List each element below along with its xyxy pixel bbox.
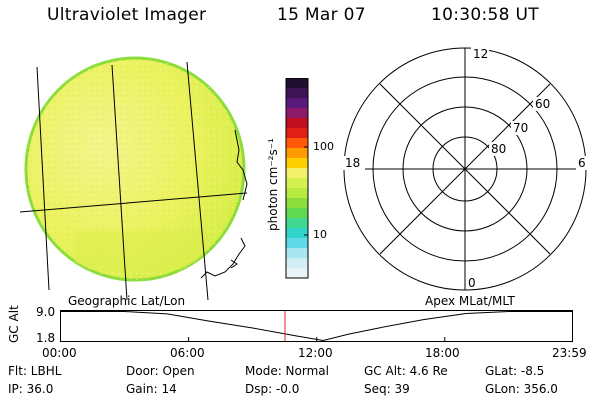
glon-status: GLon: 356.0	[485, 382, 558, 396]
colorbar-swatch	[286, 78, 308, 89]
colorbar-swatch	[286, 258, 308, 269]
colorbar-unit-label: photon cm⁻²s⁻¹	[266, 138, 280, 231]
colorbar-swatch	[286, 118, 308, 129]
glat-status: GLat: -8.5	[485, 364, 545, 378]
timeline-xtick-0000: 00:00	[42, 346, 77, 360]
seq-status: Seq: 39	[364, 382, 410, 396]
colorbar-swatch	[286, 148, 308, 159]
mlt-label-12: 12	[473, 47, 488, 61]
mode-status: Mode: Normal	[245, 364, 329, 378]
color-scale-bar	[285, 78, 309, 279]
colorbar-swatch	[286, 88, 308, 99]
door-status: Door: Open	[126, 364, 195, 378]
geographic-image	[19, 56, 248, 300]
timeline-xtick-0600: 06:00	[170, 346, 205, 360]
filter-status: Flt: LBHL	[8, 364, 62, 378]
colorbar-swatch	[286, 178, 308, 189]
timeline-axis-title: GC Alt	[7, 305, 21, 343]
geographic-panel-label: Geographic Lat/Lon	[68, 294, 186, 308]
altitude-timeline-plot	[60, 310, 573, 342]
altitude-series-line	[60, 311, 573, 342]
instrument-title: Ultraviolet Imager	[47, 5, 207, 25]
timeline-ytick-bottom: 1.8	[36, 331, 56, 345]
colorbar-swatch	[286, 108, 308, 119]
timeline-ytick-top: 9.0	[36, 305, 56, 319]
lat-label-80: 80	[491, 142, 506, 156]
colorbar-swatch	[286, 138, 308, 149]
apex-panel-label: Apex MLat/MLT	[425, 294, 515, 308]
date-label: 15 Mar 07	[277, 5, 366, 25]
colorbar-swatch	[286, 208, 308, 219]
gc-alt-status: GC Alt: 4.6 Re	[364, 364, 448, 378]
colorbar-swatch	[286, 168, 308, 179]
colorbar-swatch	[286, 248, 308, 259]
timeline-xtick-2359: 23:59	[552, 346, 587, 360]
colorbar-swatch	[286, 188, 308, 199]
timeline-xtick-1800: 18:00	[425, 346, 460, 360]
colorbar-swatch	[286, 218, 308, 229]
colorbar-swatch	[286, 158, 308, 169]
mlt-label-0: 0	[468, 276, 476, 290]
colorbar-swatch	[286, 268, 308, 279]
colorbar-tick-10: 10	[313, 228, 327, 241]
colorbar-tick-100: 100	[313, 140, 334, 153]
colorbar-swatch	[286, 98, 308, 109]
lat-lon-grid	[19, 61, 248, 300]
colorbar-swatch	[286, 228, 308, 239]
time-label: 10:30:58 UT	[431, 5, 539, 25]
ip-status: IP: 36.0	[8, 382, 54, 396]
lat-label-60: 60	[535, 97, 550, 111]
timeline-xtick-1200: 12:00	[298, 346, 333, 360]
mlt-label-6: 6	[578, 156, 586, 170]
dsp-status: Dsp: -0.0	[245, 382, 300, 396]
gain-status: Gain: 14	[126, 382, 177, 396]
colorbar-swatch	[286, 128, 308, 139]
mlt-label-18: 18	[345, 156, 360, 170]
polar-mlt-plot: 12 18 6 0 60 70 80	[343, 47, 590, 291]
colorbar-swatch	[286, 198, 308, 209]
colorbar-swatch	[286, 238, 308, 249]
lat-label-70: 70	[513, 121, 528, 135]
